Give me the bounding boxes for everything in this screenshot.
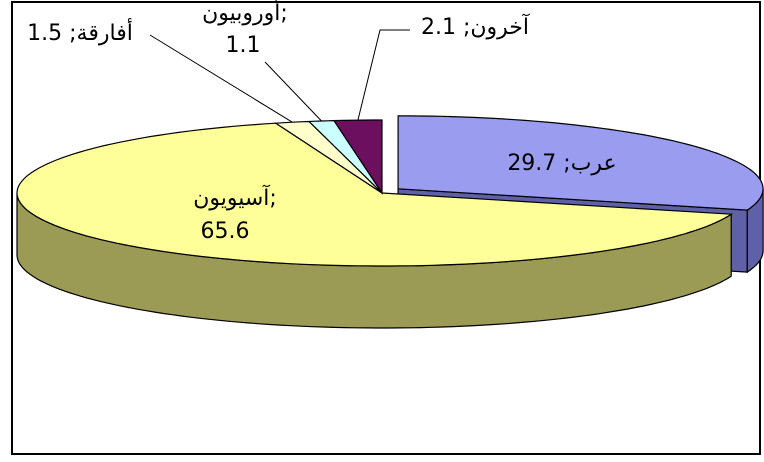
data-label-europeans-name: أوروبيون;	[202, 0, 288, 26]
data-label-africans: أفارقة; 1.5	[27, 18, 133, 46]
data-label-arabs: عرب; 29.7	[507, 151, 616, 176]
slice-asians	[16, 122, 734, 267]
data-label-europeans-value: 1.1	[226, 33, 261, 58]
data-label-asians-value: 65.6	[201, 219, 250, 244]
data-label-others: آخرون; 2.1	[421, 13, 530, 40]
data-label-asians-name: آسيويون;	[193, 184, 277, 211]
slice-arabs	[397, 115, 764, 211]
leader-line-others	[357, 29, 410, 121]
leader-line-europeans	[264, 61, 322, 122]
leader-line-africans	[149, 34, 293, 123]
